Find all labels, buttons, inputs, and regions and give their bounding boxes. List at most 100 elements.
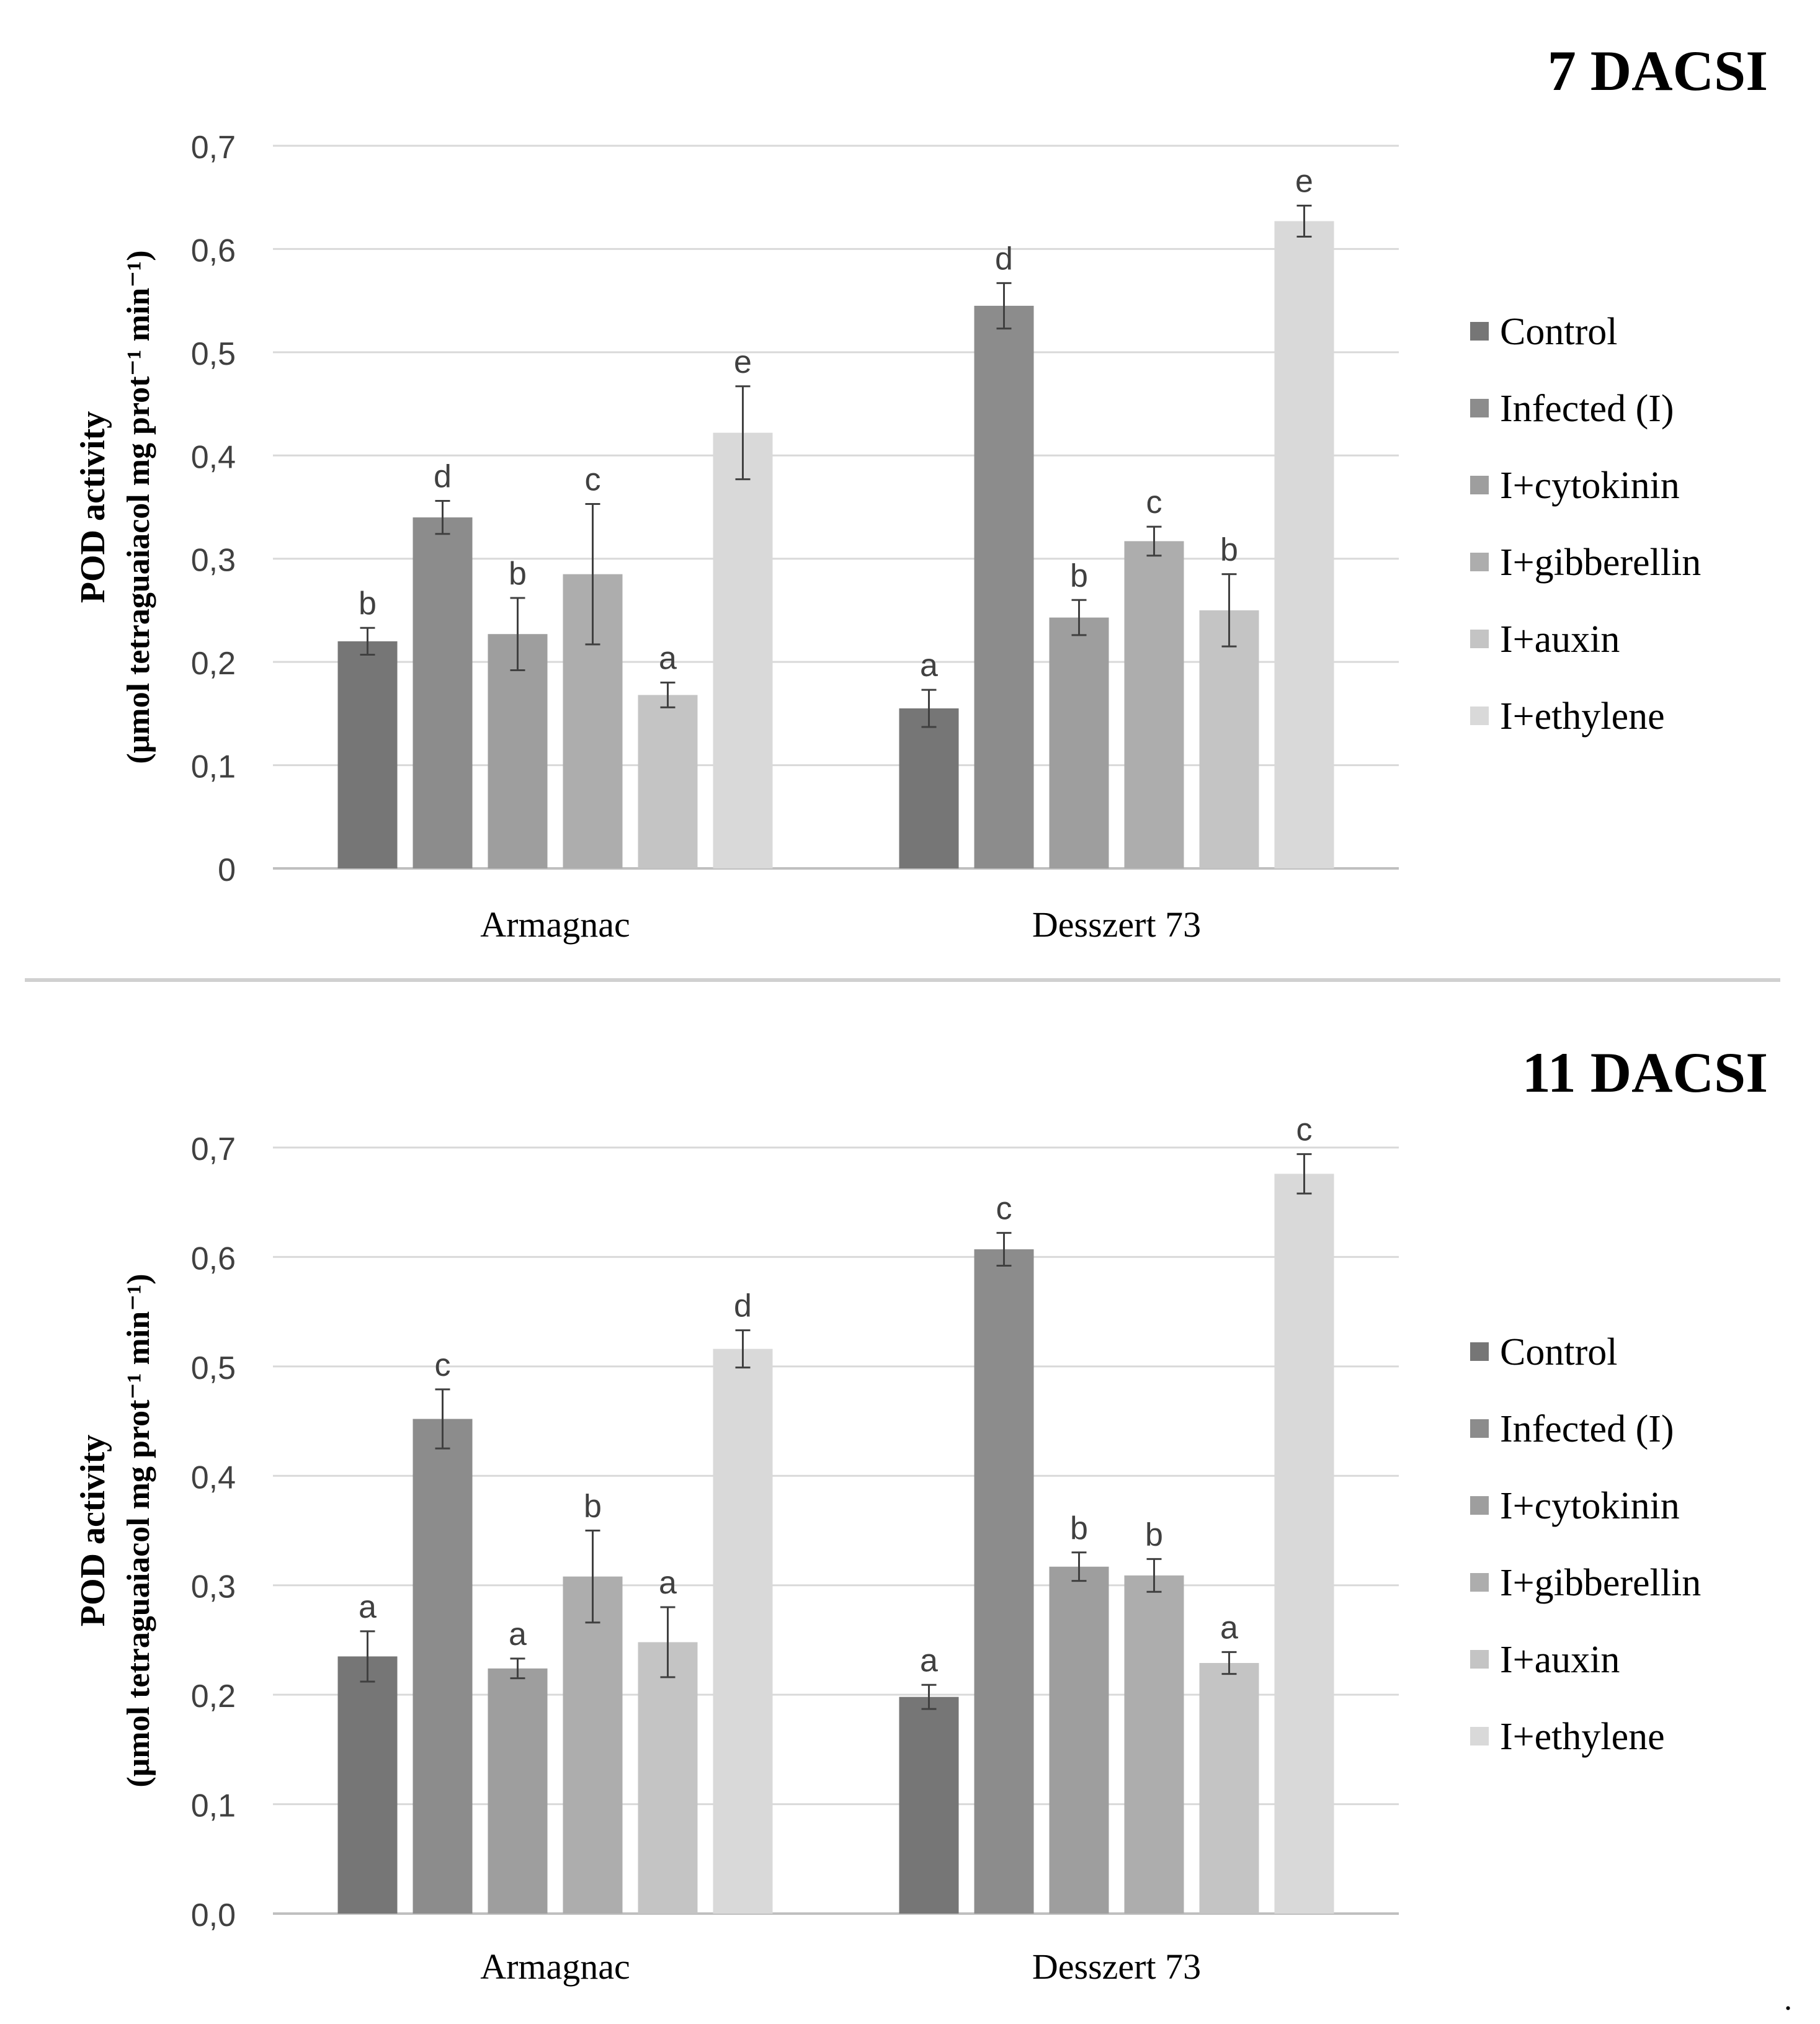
significance-letter: b <box>1070 558 1088 594</box>
legend-swatch <box>1470 399 1489 417</box>
bar <box>413 517 473 868</box>
legend-label: Infected (I) <box>1500 388 1674 430</box>
significance-letter: a <box>1220 1610 1238 1646</box>
legend-label: I+gibberellin <box>1500 542 1701 584</box>
legend-swatch <box>1470 1419 1489 1438</box>
y-tick-label: 0 <box>218 852 236 888</box>
legend-swatch <box>1470 1573 1489 1592</box>
bar <box>1049 1566 1109 1914</box>
bar <box>974 305 1034 868</box>
significance-letter: a <box>920 1643 938 1678</box>
legend-label: I+ethylene <box>1500 1716 1665 1758</box>
significance-letter: b <box>584 1489 602 1525</box>
bar <box>413 1419 473 1914</box>
bar <box>638 1642 698 1914</box>
significance-letter: a <box>359 1589 377 1625</box>
significance-letter: b <box>1220 532 1238 568</box>
bar <box>1049 617 1109 868</box>
footer-mark: . <box>1784 1982 1792 2017</box>
bar <box>899 708 959 868</box>
bar <box>974 1249 1034 1914</box>
bar <box>488 634 548 868</box>
significance-letter: a <box>659 1565 677 1601</box>
bar <box>563 1576 623 1914</box>
y-tick-label: 0,7 <box>191 1131 236 1167</box>
significance-letter: c <box>1146 484 1162 520</box>
bar <box>337 641 398 868</box>
significance-letter: a <box>509 1616 527 1652</box>
significance-letter: c <box>585 462 601 498</box>
legend-swatch <box>1470 1650 1489 1669</box>
y-axis-label-line2: (μmol tetraguaiacol mg prot⁻¹ min⁻¹) <box>121 1273 156 1787</box>
bar <box>337 1656 398 1914</box>
legend-label: I+cytokinin <box>1500 1485 1680 1527</box>
category-label: Desszert 73 <box>1032 904 1201 945</box>
bar <box>1199 610 1259 868</box>
y-tick-label: 0,1 <box>191 749 236 785</box>
legend-label: Control <box>1500 311 1617 353</box>
legend-label: I+gibberellin <box>1500 1562 1701 1604</box>
chart-title: 11 DACSI <box>1522 1041 1768 1104</box>
significance-letter: a <box>920 648 938 684</box>
y-tick-label: 0,6 <box>191 1241 236 1277</box>
legend-label: I+ethylene <box>1500 695 1665 738</box>
bar <box>488 1668 548 1914</box>
bar <box>1199 1662 1259 1914</box>
legend-swatch <box>1470 1727 1489 1745</box>
y-tick-label: 0,2 <box>191 1678 236 1714</box>
legend-swatch <box>1470 707 1489 725</box>
legend-label: Control <box>1500 1331 1617 1373</box>
y-tick-label: 0,1 <box>191 1788 236 1824</box>
y-tick-label: 0,0 <box>191 1897 236 1933</box>
significance-letter: b <box>509 556 527 592</box>
significance-letter: e <box>1295 164 1313 200</box>
y-axis-label-line1: POD activity <box>74 411 112 603</box>
y-tick-label: 0,2 <box>191 646 236 682</box>
y-tick-label: 0,3 <box>191 1569 236 1605</box>
legend-swatch <box>1470 1496 1489 1515</box>
y-tick-label: 0,5 <box>191 336 236 372</box>
category-label: Armagnac <box>480 1946 630 1987</box>
bar <box>638 695 698 868</box>
chart-title: 7 DACSI <box>1548 39 1768 102</box>
y-tick-label: 0,7 <box>191 130 236 166</box>
significance-letter: b <box>1070 1510 1088 1546</box>
bar <box>713 1349 773 1914</box>
y-tick-label: 0,4 <box>191 439 236 475</box>
bar <box>899 1696 959 1914</box>
bar <box>1274 221 1334 868</box>
category-label: Desszert 73 <box>1032 1946 1201 1987</box>
legend-swatch <box>1470 476 1489 494</box>
legend-label: Infected (I) <box>1500 1408 1674 1450</box>
significance-letter: c <box>996 1191 1012 1227</box>
significance-letter: c <box>1296 1112 1313 1148</box>
bar <box>713 432 773 868</box>
significance-letter: c <box>435 1347 451 1383</box>
chart-panel-11-dacsi: 11 DACSI 0,0 0,1 0,2 0,3 0,4 0,5 0,6 0,7 POD acti… <box>74 1041 1768 1987</box>
y-axis-label-line1: POD activity <box>74 1435 112 1626</box>
legend-swatch <box>1470 553 1489 571</box>
significance-letter: d <box>734 1288 752 1324</box>
significance-letter: a <box>659 640 677 676</box>
y-tick-label: 0,6 <box>191 233 236 269</box>
y-tick-label: 0,3 <box>191 543 236 579</box>
legend-label: I+auxin <box>1500 1639 1620 1681</box>
chart-panel-7-dacsi: 7 DACSI 0 0,1 0,2 0,3 0,4 0,5 0,6 0,7 POD activit… <box>74 39 1768 945</box>
significance-letter: b <box>359 586 377 622</box>
category-label: Armagnac <box>480 904 630 945</box>
significance-letter: e <box>734 344 752 380</box>
legend-swatch <box>1470 1342 1489 1361</box>
legend-swatch <box>1470 630 1489 648</box>
bar <box>1274 1174 1334 1914</box>
y-tick-label: 0,4 <box>191 1460 236 1496</box>
significance-letter: b <box>1145 1517 1163 1553</box>
legend-label: I+auxin <box>1500 618 1620 661</box>
legend-label: I+cytokinin <box>1500 465 1680 507</box>
bar <box>1124 1575 1184 1914</box>
significance-letter: d <box>995 241 1013 277</box>
bar <box>1124 541 1184 868</box>
y-tick-label: 0,5 <box>191 1350 236 1386</box>
significance-letter: d <box>434 459 452 495</box>
